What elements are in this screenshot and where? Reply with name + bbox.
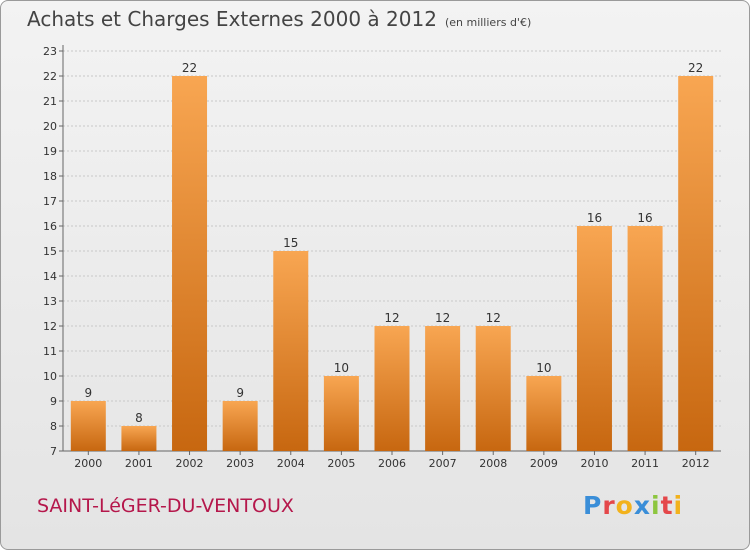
y-tick-label: 15 [43, 245, 57, 258]
y-tick-label: 20 [43, 120, 57, 133]
data-label-2006: 12 [384, 311, 399, 325]
bar-2009 [526, 376, 562, 451]
x-tick-label-2012: 2012 [682, 457, 710, 470]
y-tick-label: 21 [43, 95, 57, 108]
data-label-2002: 22 [182, 61, 197, 75]
logo-letter: P [583, 491, 603, 520]
logo-letter: t [660, 491, 674, 520]
x-tick-label-2008: 2008 [479, 457, 507, 470]
y-tick-label: 7 [50, 445, 57, 458]
x-tick-label-2000: 2000 [74, 457, 102, 470]
data-label-2005: 10 [334, 361, 349, 375]
data-label-2009: 10 [536, 361, 551, 375]
y-tick-label: 9 [50, 395, 57, 408]
data-label-2007: 12 [435, 311, 450, 325]
bar-2007 [425, 326, 461, 451]
bar-2001 [121, 426, 157, 451]
y-tick-label: 8 [50, 420, 57, 433]
x-tick-label-2010: 2010 [580, 457, 608, 470]
x-tick-label-2009: 2009 [530, 457, 558, 470]
x-tick-labels: 2000 2001 2002 2003 2004 2005 2006 2007 2008 2009… [74, 451, 710, 470]
y-tick-label: 10 [43, 370, 57, 383]
logo-letter: r [602, 491, 616, 520]
y-tick-label: 11 [43, 345, 57, 358]
x-tick-label-2002: 2002 [176, 457, 204, 470]
y-tick-label: 12 [43, 320, 57, 333]
chart-title-text: Achats et Charges Externes 2000 à 2012 [27, 7, 437, 31]
logo-letter: x [633, 491, 651, 520]
data-label-2012: 22 [688, 61, 703, 75]
x-tick-label-2004: 2004 [277, 457, 305, 470]
bar-2002 [172, 76, 208, 451]
y-tick-label: 23 [43, 45, 57, 58]
x-tick-label-2011: 2011 [631, 457, 659, 470]
bar-2004 [273, 251, 309, 451]
logo-letter: o [615, 491, 634, 520]
chart-title: Achats et Charges Externes 2000 à 2012 (e… [27, 7, 531, 31]
y-tick-label: 18 [43, 170, 57, 183]
x-tick-label-2007: 2007 [429, 457, 457, 470]
x-tick-label-2006: 2006 [378, 457, 406, 470]
bar-2006 [374, 326, 410, 451]
data-label-2008: 12 [486, 311, 501, 325]
y-tick-label: 16 [43, 220, 57, 233]
y-tick-label: 14 [43, 270, 57, 283]
logo-letter: i [651, 491, 661, 520]
y-tick-label: 13 [43, 295, 57, 308]
y-tick-labels: 7 8 9 10 11 12 13 14 15 16 17 18 19 20 21 22 23 [43, 45, 57, 458]
bar-2008 [475, 326, 511, 451]
proxiti-logo: Proxiti [583, 491, 683, 520]
y-tick-label: 22 [43, 70, 57, 83]
data-label-2001: 8 [135, 411, 143, 425]
data-label-2004: 15 [283, 236, 298, 250]
y-tick-label: 19 [43, 145, 57, 158]
data-label-2011: 16 [637, 211, 652, 225]
x-tick-label-2003: 2003 [226, 457, 254, 470]
chart-subtitle: (en milliers d'€) [444, 16, 532, 29]
data-label-2010: 16 [587, 211, 602, 225]
data-label-2000: 9 [84, 386, 92, 400]
bar-2011 [627, 226, 663, 451]
data-label-2003: 9 [236, 386, 244, 400]
y-tick-label: 17 [43, 195, 57, 208]
data-labels: 9 8 22 9 15 10 12 12 12 10 16 16 22 [84, 61, 703, 425]
bar-2003 [222, 401, 258, 451]
commune-name: SAINT-LéGER-DU-VENTOUX [37, 495, 294, 517]
logo-letter: i [673, 491, 684, 520]
x-tick-label-2005: 2005 [327, 457, 355, 470]
x-tick-label-2001: 2001 [125, 457, 153, 470]
bars [70, 76, 714, 451]
bar-2005 [323, 376, 359, 451]
bar-2012 [678, 76, 714, 451]
bar-2010 [576, 226, 612, 451]
bar-2000 [70, 401, 106, 451]
